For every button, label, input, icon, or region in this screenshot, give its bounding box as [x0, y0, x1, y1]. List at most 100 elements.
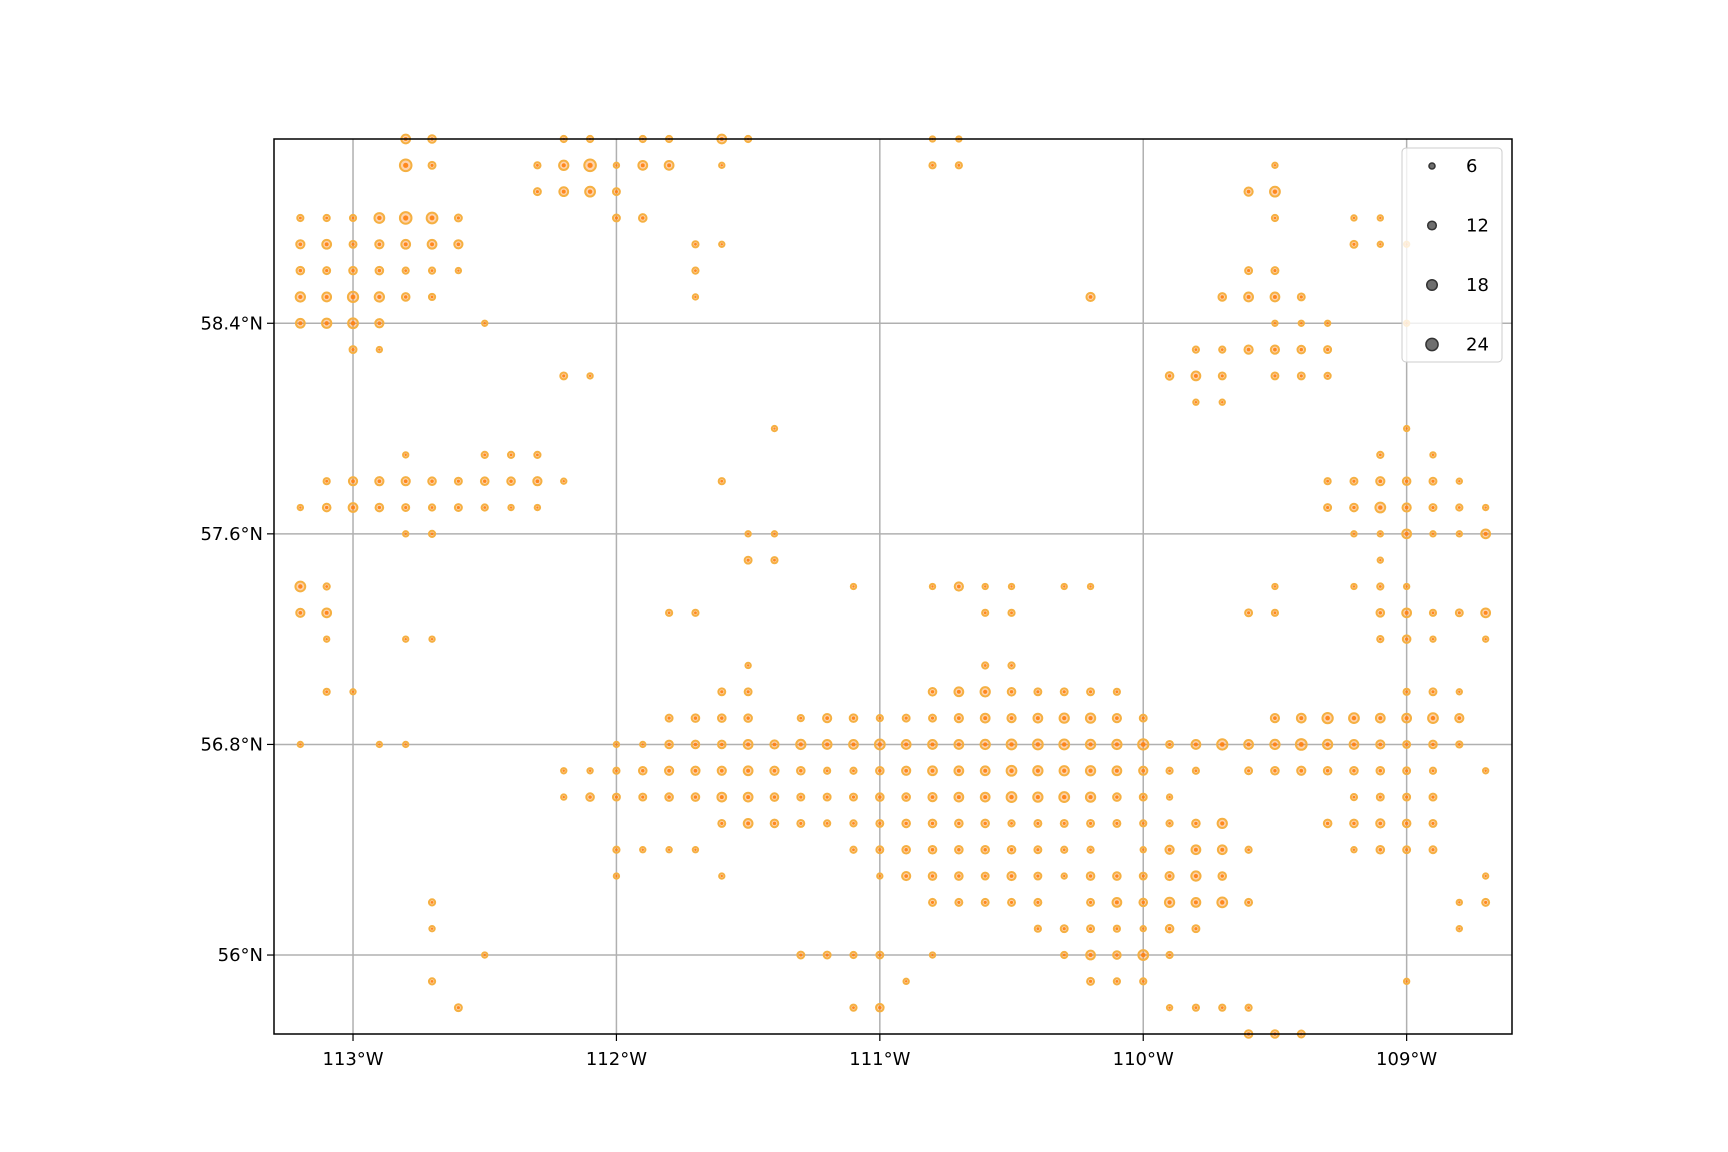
data-point-core	[298, 610, 303, 615]
data-point-core	[1062, 742, 1067, 747]
data-point-core	[562, 769, 565, 772]
data-point-core	[1326, 505, 1330, 510]
data-point-core	[746, 821, 751, 826]
data-point-core	[1325, 769, 1330, 773]
data-point-core	[1036, 690, 1040, 694]
data-point-core	[1404, 610, 1409, 615]
data-point-core	[904, 716, 908, 720]
data-point-core	[483, 953, 486, 957]
data-point-core	[1431, 532, 1435, 536]
data-point-core	[1142, 848, 1145, 851]
data-point-core	[1298, 742, 1304, 747]
data-point-core	[1431, 690, 1435, 694]
data-point-core	[878, 769, 882, 773]
data-point-core	[1168, 1006, 1171, 1009]
data-point-core	[1088, 927, 1093, 931]
data-point-core	[588, 795, 592, 799]
data-point-core	[614, 190, 618, 194]
x-tick-label: 113°W	[322, 1049, 383, 1070]
data-point-core	[930, 821, 935, 826]
data-point-core	[1115, 953, 1119, 957]
data-point-core	[350, 321, 356, 326]
data-point-core	[536, 506, 539, 509]
data-point-core	[641, 795, 645, 799]
data-point-core	[377, 505, 382, 510]
data-point-core	[1325, 742, 1330, 747]
data-point-core	[1036, 821, 1040, 825]
y-tick-label: 56.8°N	[200, 734, 263, 755]
data-point-core	[377, 294, 382, 300]
data-point-core	[1405, 585, 1408, 588]
data-point-core	[1115, 821, 1119, 825]
data-point-core	[799, 716, 803, 720]
data-point-core	[956, 742, 961, 747]
data-point-core	[957, 848, 961, 852]
data-point-core	[1167, 874, 1172, 878]
data-point-core	[983, 874, 987, 878]
data-point-core	[1458, 690, 1461, 694]
data-point-core	[561, 189, 566, 194]
data-point-core	[1009, 848, 1014, 852]
data-point-core	[931, 163, 934, 167]
data-point-core	[1483, 531, 1488, 536]
data-point-core	[693, 795, 698, 799]
data-point-core	[667, 742, 671, 747]
data-point-core	[1194, 927, 1198, 931]
data-point-core	[956, 689, 961, 694]
data-point-core	[1167, 900, 1172, 905]
data-point-core	[378, 348, 381, 351]
data-point-core	[615, 848, 618, 852]
data-point-core	[325, 479, 329, 483]
data-point-core	[720, 874, 723, 878]
data-point-core	[1484, 506, 1487, 509]
data-point-core	[825, 716, 829, 720]
data-point-core	[719, 768, 724, 773]
data-point-core	[930, 795, 935, 799]
data-point-core	[720, 164, 723, 167]
data-point-core	[878, 795, 882, 799]
data-point-core	[641, 216, 645, 220]
data-point-core	[930, 742, 935, 747]
data-point-core	[430, 479, 434, 483]
data-point-core	[1299, 716, 1304, 721]
data-point-core	[325, 585, 329, 588]
data-point-core	[404, 637, 407, 641]
data-point-core	[1062, 794, 1067, 800]
legend-box	[1401, 147, 1503, 363]
data-point-core	[825, 822, 829, 825]
data-point-core	[1193, 873, 1199, 879]
data-point-core	[930, 848, 935, 852]
data-point-core	[694, 242, 697, 246]
data-point-core	[1352, 585, 1356, 588]
data-point-core	[1405, 690, 1409, 694]
data-point-core	[983, 585, 987, 588]
data-point-core	[667, 611, 671, 615]
data-point-core	[1088, 900, 1093, 904]
data-point-core	[1168, 742, 1172, 747]
data-point-core	[1352, 821, 1356, 826]
data-point-core	[1352, 242, 1356, 246]
data-point-core	[693, 742, 698, 747]
data-point-core	[799, 769, 803, 773]
data-point-core	[1299, 347, 1303, 352]
data-point-core	[667, 795, 671, 799]
x-axis-ticks: 113°W 112°W 111°W 110°W 109°W	[322, 1034, 1437, 1070]
data-point-core	[930, 768, 935, 773]
data-point-core	[298, 584, 303, 589]
data-point-core	[1036, 848, 1040, 852]
data-point-core	[1352, 769, 1356, 773]
data-point-core	[878, 716, 882, 720]
data-point-core	[324, 505, 329, 510]
data-point-core	[1326, 479, 1330, 483]
data-point-core	[1378, 848, 1383, 852]
x-tick-label: 110°W	[1113, 1049, 1174, 1070]
data-point-core	[483, 479, 487, 483]
data-point-core	[1088, 953, 1093, 958]
data-point-core	[1326, 348, 1330, 352]
data-point-core	[403, 479, 408, 484]
data-point-core	[377, 321, 382, 326]
data-point-core	[641, 743, 644, 746]
data-point-core	[562, 374, 566, 378]
data-point-core	[773, 532, 776, 536]
data-point-core	[1431, 769, 1435, 773]
